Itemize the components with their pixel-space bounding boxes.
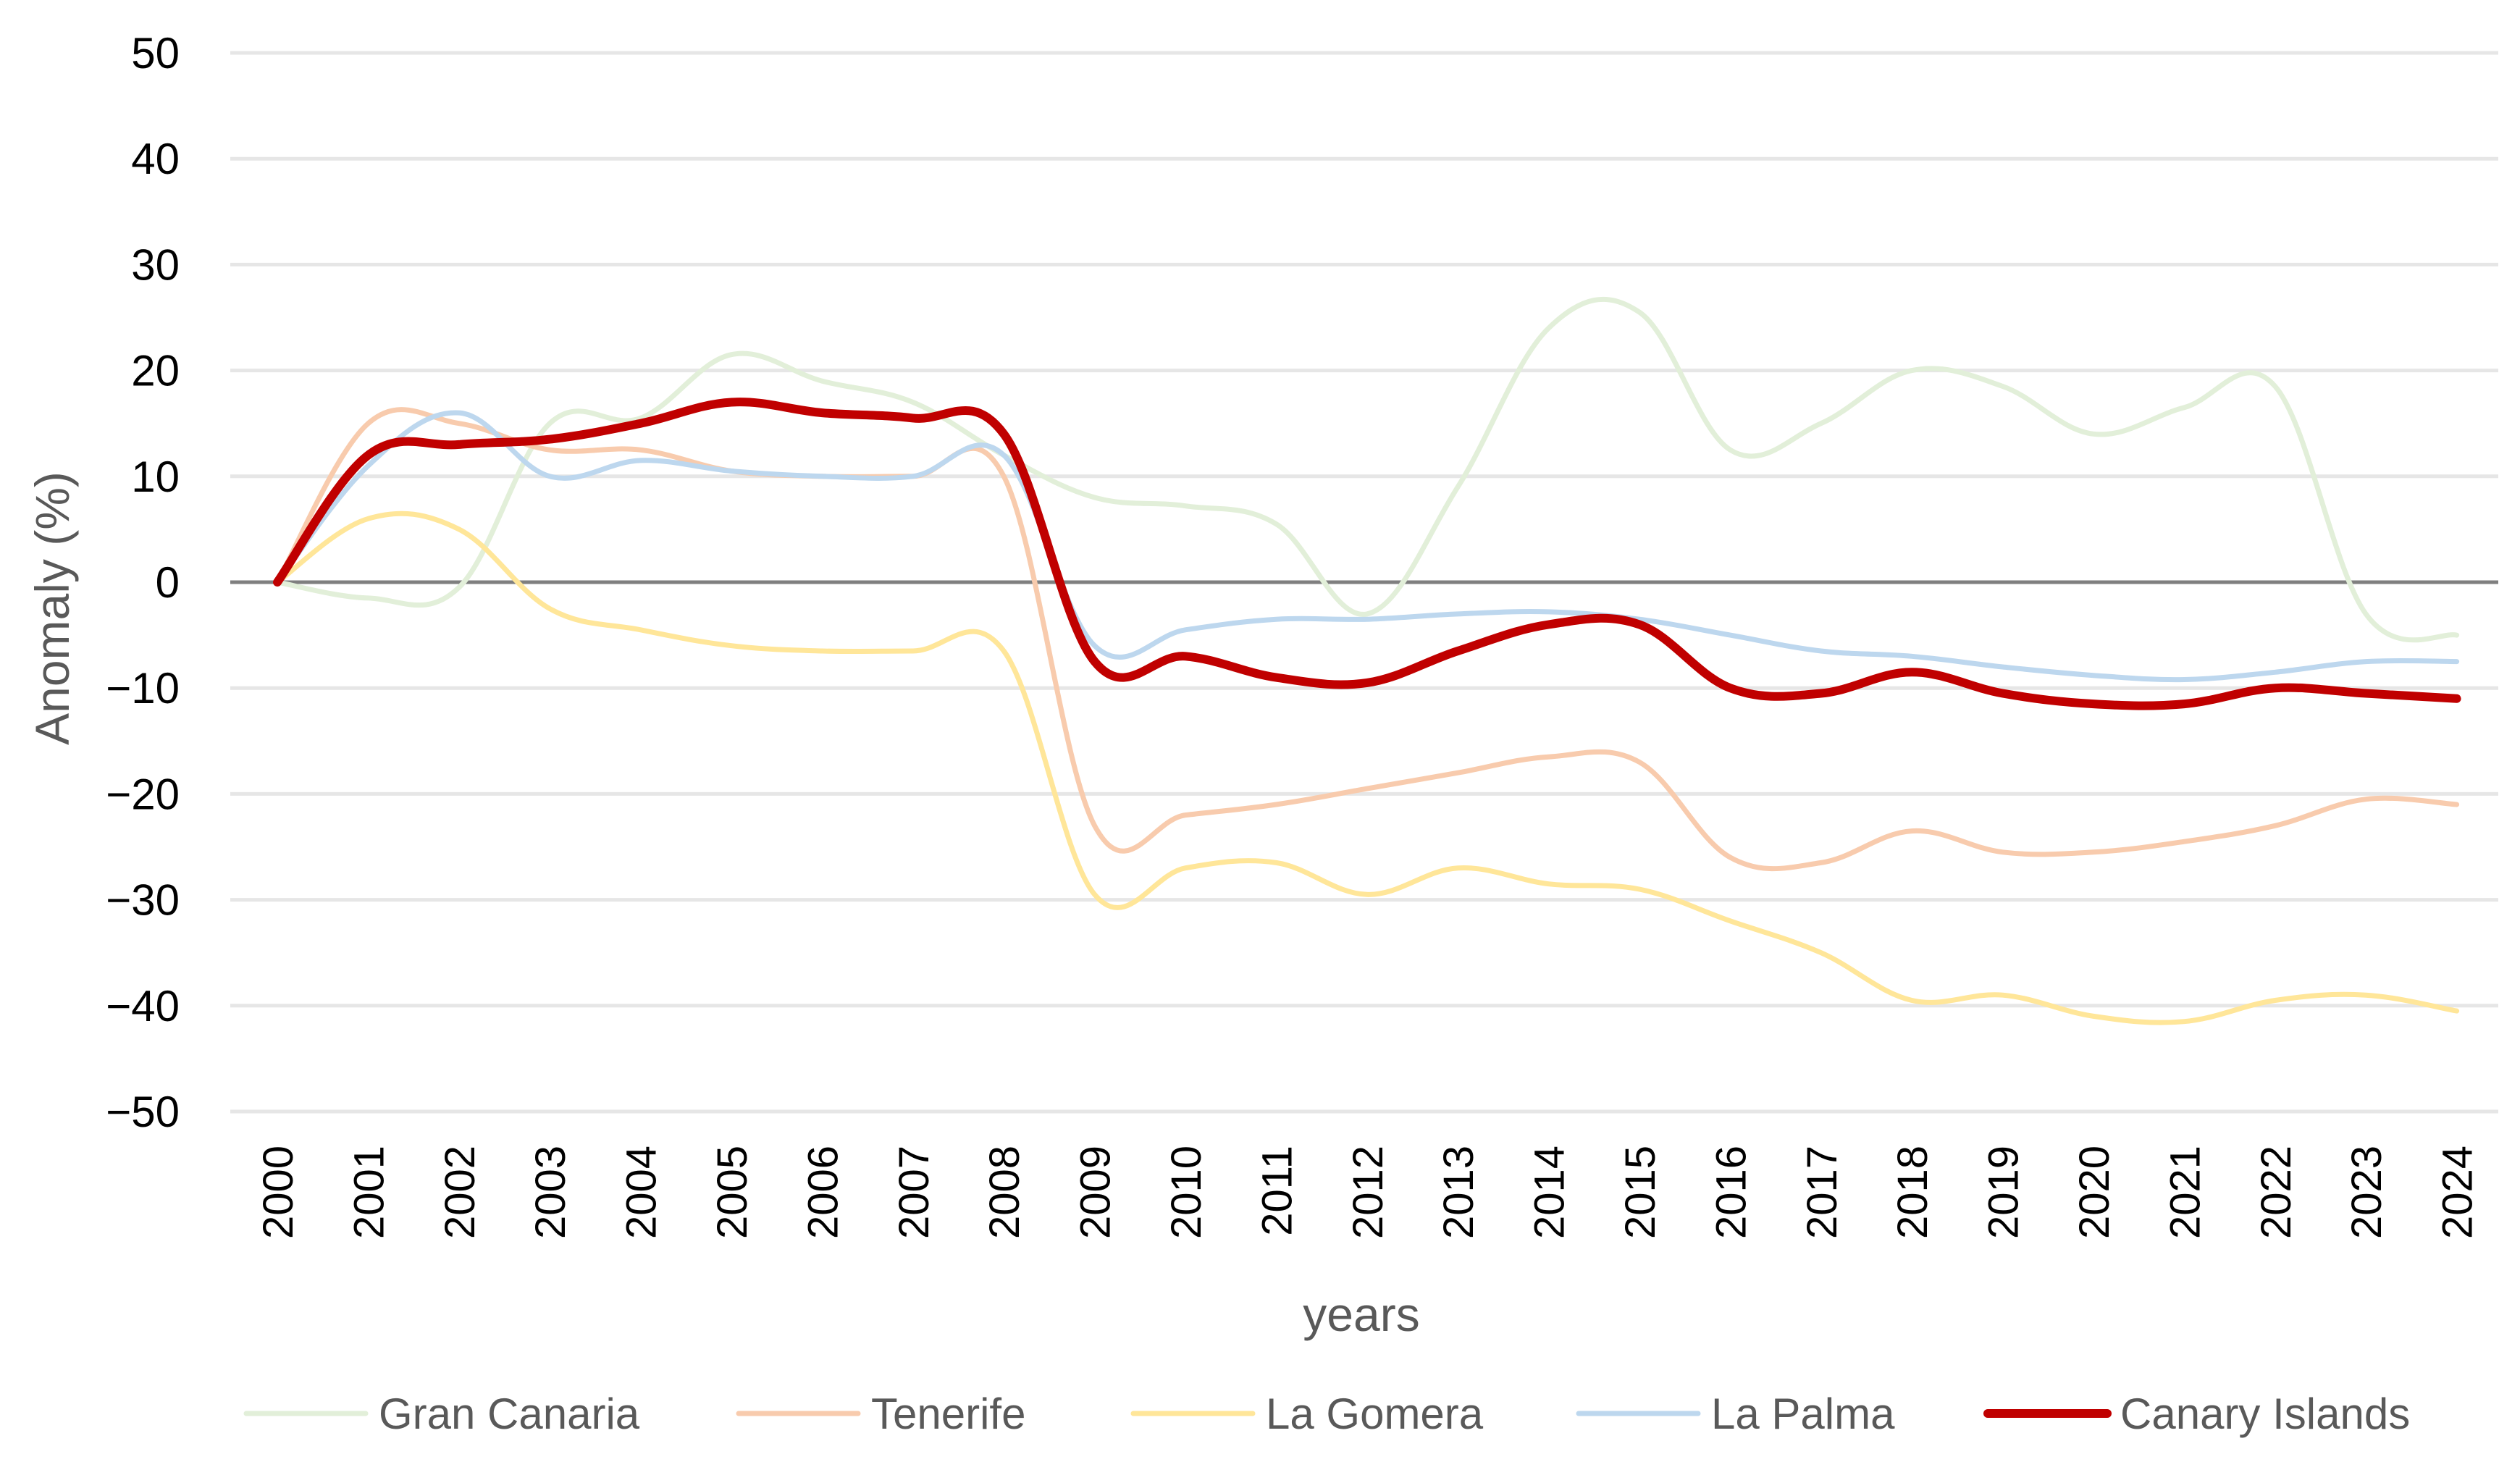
x-axis-title: years <box>1303 1287 1419 1341</box>
grid-lines <box>230 51 2498 1114</box>
x-tick-label: 2001 <box>345 1146 392 1239</box>
x-tick-label: 2020 <box>2071 1146 2118 1239</box>
y-tick-label: 50 <box>131 29 180 77</box>
x-tick-label: 2010 <box>1163 1146 1210 1239</box>
x-tick-label: 2022 <box>2253 1146 2300 1239</box>
x-tick-label: 2006 <box>799 1146 847 1239</box>
legend-label: Canary Islands <box>2120 1390 2410 1438</box>
series-line-gran-canaria <box>274 296 2460 643</box>
legend-label: Tenerife <box>871 1390 1025 1438</box>
x-tick-label: 2023 <box>2343 1146 2390 1239</box>
x-axis-ticks: 2000 2001 2002 2003 2004 2005 2006 2007 2008 2009… <box>255 1146 2482 1239</box>
x-tick-label: 2019 <box>1981 1146 2028 1239</box>
x-tick-label: 2015 <box>1617 1146 1664 1239</box>
y-tick-label: −40 <box>106 982 180 1030</box>
x-tick-label: 2018 <box>1889 1146 1936 1239</box>
x-tick-label: 2000 <box>255 1146 302 1239</box>
x-tick-label: 2016 <box>1708 1146 1755 1239</box>
series-line-la-gomera <box>274 511 2460 1025</box>
legend-item: La Palma <box>1576 1390 1895 1438</box>
legend-item: Gran Canaria <box>243 1390 640 1438</box>
x-tick-label: 2011 <box>1253 1146 1301 1236</box>
y-tick-label: −10 <box>106 664 180 713</box>
x-tick-label: 2014 <box>1526 1146 1574 1239</box>
x-tick-label: 2002 <box>437 1146 484 1239</box>
series-lines <box>273 296 2461 1025</box>
x-tick-label: 2004 <box>618 1146 665 1239</box>
y-tick-label: 10 <box>131 453 180 501</box>
x-tick-label: 2005 <box>709 1146 756 1239</box>
legend-label: La Palma <box>1711 1390 1895 1438</box>
series-line-tenerife <box>274 407 2460 872</box>
y-tick-label: −20 <box>106 770 180 818</box>
x-tick-label: 2013 <box>1435 1146 1482 1239</box>
legend-item: Tenerife <box>736 1390 1025 1438</box>
series-line-la-palma <box>274 410 2460 683</box>
legend-item: La Gomera <box>1130 1390 1484 1438</box>
x-tick-label: 2003 <box>527 1146 574 1239</box>
y-tick-label: 0 <box>156 558 180 607</box>
x-tick-label: 2017 <box>1799 1146 1846 1239</box>
legend: Gran Canaria Tenerife La Gomera La Palma Can… <box>243 1390 2410 1438</box>
x-tick-label: 2012 <box>1345 1146 1392 1239</box>
y-axis-ticks: 50 40 30 20 10 0 −10 −20 −30 −40 −50 <box>106 29 180 1136</box>
y-tick-label: 20 <box>131 347 180 395</box>
legend-item: Canary Islands <box>1983 1390 2410 1438</box>
y-axis-title: Anomaly (%) <box>25 471 79 745</box>
y-tick-label: 30 <box>131 240 180 289</box>
legend-label: Gran Canaria <box>379 1390 640 1438</box>
x-tick-label: 2024 <box>2435 1146 2482 1239</box>
legend-label: La Gomera <box>1266 1390 1484 1438</box>
x-tick-label: 2021 <box>2162 1146 2209 1239</box>
y-tick-label: 40 <box>131 135 180 183</box>
y-tick-label: −30 <box>106 876 180 925</box>
x-tick-label: 2009 <box>1072 1146 1120 1239</box>
x-tick-label: 2007 <box>891 1146 938 1239</box>
x-tick-label: 2008 <box>981 1146 1028 1239</box>
y-tick-label: −50 <box>106 1088 180 1136</box>
series-line-canary-islands <box>273 398 2461 710</box>
